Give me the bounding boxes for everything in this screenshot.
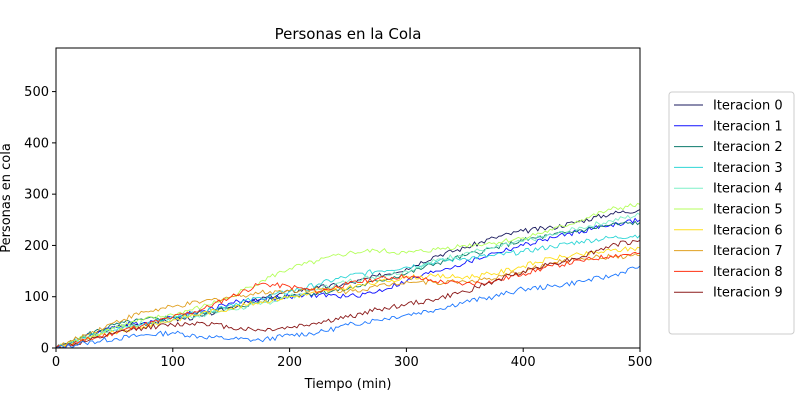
series-line-5 — [55, 202, 641, 349]
legend-label: Iteracion 5 — [713, 203, 783, 218]
x-axis-label: Tiempo (min) — [304, 377, 392, 392]
legend-label: Iteracion 4 — [713, 182, 783, 197]
series-line-9 — [55, 239, 641, 349]
series-lines — [55, 202, 641, 349]
series-line-7 — [56, 253, 641, 349]
series-line-2 — [55, 220, 641, 349]
legend-label: Iteracion 6 — [713, 223, 783, 238]
series-line-1 — [56, 217, 641, 349]
x-tick-label: 300 — [394, 355, 419, 370]
legend-label: Iteracion 8 — [713, 265, 783, 280]
x-axis-ticks: 0 100 200 300 400 500 — [52, 348, 653, 370]
y-tick-label: 500 — [24, 85, 49, 100]
y-axis-ticks: 0 100 200 300 400 500 — [24, 85, 56, 357]
legend-label: Iteracion 3 — [713, 161, 783, 176]
legend: Iteracion 0 Iteracion 1 Iteracion 2 Iteraci… — [668, 91, 795, 335]
x-tick-label: 200 — [277, 355, 302, 370]
legend-label: Iteracion 7 — [713, 244, 783, 259]
x-tick-label: 500 — [628, 355, 653, 370]
x-tick-label: 100 — [160, 355, 185, 370]
legend-label: Iteracion 0 — [713, 99, 783, 114]
legend-box — [668, 91, 795, 335]
x-tick-label: 400 — [511, 355, 536, 370]
series-line-8 — [55, 251, 641, 349]
y-tick-label: 400 — [24, 136, 49, 151]
plot-frame — [55, 47, 641, 349]
legend-label: Iteracion 1 — [713, 119, 783, 134]
series-line-10 — [55, 265, 641, 349]
legend-items: Iteracion 0 Iteracion 1 Iteracion 2 Iteraci… — [674, 99, 783, 301]
y-tick-label: 200 — [24, 239, 49, 254]
y-tick-label: 100 — [24, 290, 49, 305]
legend-label: Iteracion 2 — [713, 140, 783, 155]
x-tick-label: 0 — [52, 355, 60, 370]
y-tick-label: 0 — [41, 342, 49, 357]
series-line-4 — [55, 212, 641, 349]
chart-title: Personas en la Cola — [275, 25, 422, 43]
y-axis-label: Personas en cola — [0, 143, 14, 253]
legend-label: Iteracion 9 — [713, 286, 783, 301]
y-tick-label: 300 — [24, 188, 49, 203]
series-line-6 — [56, 246, 641, 349]
